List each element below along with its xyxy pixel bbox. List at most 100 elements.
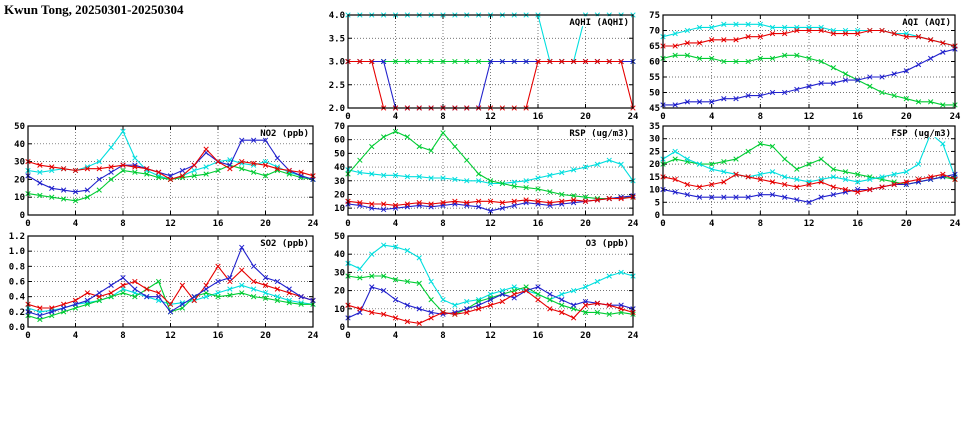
svg-text:20: 20 — [580, 331, 591, 341]
svg-text:50: 50 — [334, 232, 345, 242]
chart-rsp: 0 4 8 12 16 20 24 10 20 30 40 50 60 70 RSP (ug/m3) — [320, 121, 642, 233]
svg-text:0: 0 — [25, 219, 30, 229]
svg-text:12: 12 — [165, 219, 176, 229]
svg-text:50: 50 — [14, 122, 25, 132]
chart-fsp: 0 4 8 12 16 20 24 0 5 10 15 20 25 30 35 FSP (ug/m3) — [635, 121, 964, 233]
svg-text:12: 12 — [165, 331, 176, 341]
svg-text:20: 20 — [649, 160, 660, 170]
svg-text:55: 55 — [649, 73, 660, 83]
svg-text:16: 16 — [533, 219, 544, 229]
svg-text:0.2: 0.2 — [9, 308, 25, 318]
chart-so2: 0 4 8 12 16 20 24 0.0 0.2 0.4 0.6 0.8 1.0 1.2 SO2 (ppb… — [0, 231, 322, 345]
svg-text:24: 24 — [950, 112, 961, 122]
svg-text:10: 10 — [649, 186, 660, 196]
svg-text:45: 45 — [649, 104, 660, 114]
svg-text:24: 24 — [628, 219, 639, 229]
svg-text:FSP (ug/m3): FSP (ug/m3) — [891, 129, 951, 139]
svg-text:30: 30 — [334, 268, 345, 278]
svg-text:8: 8 — [758, 219, 763, 229]
svg-text:20: 20 — [14, 175, 25, 185]
svg-text:30: 30 — [334, 177, 345, 187]
svg-text:0: 0 — [25, 331, 30, 341]
svg-text:75: 75 — [649, 11, 660, 21]
svg-text:0: 0 — [345, 112, 350, 122]
svg-text:50: 50 — [649, 89, 660, 99]
svg-text:12: 12 — [804, 219, 815, 229]
svg-text:70: 70 — [334, 122, 345, 132]
svg-text:16: 16 — [213, 219, 224, 229]
svg-text:8: 8 — [120, 331, 125, 341]
svg-text:0.0: 0.0 — [9, 323, 25, 333]
svg-text:24: 24 — [950, 219, 961, 229]
svg-text:16: 16 — [852, 112, 863, 122]
svg-text:4.0: 4.0 — [329, 11, 345, 21]
svg-text:24: 24 — [308, 331, 319, 341]
svg-text:0.8: 0.8 — [9, 262, 25, 272]
svg-text:20: 20 — [260, 219, 271, 229]
svg-text:4: 4 — [393, 219, 399, 229]
svg-text:0: 0 — [20, 211, 25, 221]
svg-text:4: 4 — [73, 331, 79, 341]
svg-text:5: 5 — [655, 198, 660, 208]
svg-text:40: 40 — [14, 140, 25, 150]
svg-text:AQHI (AQHI): AQHI (AQHI) — [569, 18, 629, 28]
svg-text:3.0: 3.0 — [329, 58, 345, 68]
svg-text:2.0: 2.0 — [329, 104, 345, 114]
svg-text:20: 20 — [580, 219, 591, 229]
chart-aqi: 0 4 8 12 16 20 24 45 50 55 60 65 70 75 AQI (AQI) — [635, 10, 964, 126]
svg-text:60: 60 — [334, 136, 345, 146]
svg-text:16: 16 — [533, 331, 544, 341]
svg-text:0: 0 — [340, 323, 345, 333]
svg-text:8: 8 — [440, 219, 445, 229]
svg-text:20: 20 — [901, 219, 912, 229]
svg-text:0: 0 — [660, 112, 665, 122]
svg-text:70: 70 — [649, 27, 660, 37]
svg-text:O3 (ppb): O3 (ppb) — [586, 239, 629, 249]
svg-text:20: 20 — [580, 112, 591, 122]
svg-text:SO2 (ppb): SO2 (ppb) — [260, 239, 309, 249]
svg-text:0: 0 — [660, 219, 665, 229]
svg-text:12: 12 — [485, 219, 496, 229]
svg-text:0: 0 — [345, 331, 350, 341]
svg-text:8: 8 — [440, 331, 445, 341]
svg-text:60: 60 — [649, 58, 660, 68]
svg-text:4: 4 — [709, 219, 715, 229]
svg-text:16: 16 — [213, 331, 224, 341]
svg-text:RSP (ug/m3): RSP (ug/m3) — [569, 129, 629, 139]
chart-no2: 0 4 8 12 16 20 24 0 10 20 30 40 50 NO2 (ppb) — [0, 121, 322, 233]
svg-text:30: 30 — [14, 158, 25, 168]
svg-text:12: 12 — [485, 112, 496, 122]
page-title: Kwun Tong, 20250301-20250304 — [4, 2, 184, 17]
svg-text:50: 50 — [334, 149, 345, 159]
svg-text:20: 20 — [260, 331, 271, 341]
svg-text:12: 12 — [804, 112, 815, 122]
svg-text:30: 30 — [649, 135, 660, 145]
svg-text:4: 4 — [393, 331, 399, 341]
svg-text:10: 10 — [14, 193, 25, 203]
chart-aqhi: 0 4 8 12 16 20 24 2.0 2.5 3.0 3.5 4.0 AQHI (AQHI) — [320, 10, 642, 126]
svg-text:10: 10 — [334, 305, 345, 315]
svg-text:AQI (AQI): AQI (AQI) — [902, 18, 951, 28]
svg-text:0: 0 — [655, 211, 660, 221]
svg-text:25: 25 — [649, 147, 660, 157]
svg-text:0: 0 — [345, 219, 350, 229]
svg-text:65: 65 — [649, 42, 660, 52]
svg-text:10: 10 — [334, 204, 345, 214]
svg-text:1.2: 1.2 — [9, 232, 25, 242]
svg-text:3.5: 3.5 — [329, 34, 345, 44]
svg-text:20: 20 — [334, 287, 345, 297]
svg-text:8: 8 — [440, 112, 445, 122]
svg-text:20: 20 — [901, 112, 912, 122]
chart-o3: 0 4 8 12 16 20 24 0 10 20 30 40 50 O3 (ppb) — [320, 231, 642, 345]
svg-text:0.4: 0.4 — [9, 293, 26, 303]
svg-text:16: 16 — [852, 219, 863, 229]
svg-text:4: 4 — [73, 219, 79, 229]
svg-text:8: 8 — [758, 112, 763, 122]
svg-text:24: 24 — [308, 219, 319, 229]
svg-text:0.6: 0.6 — [9, 278, 25, 288]
svg-text:24: 24 — [628, 112, 639, 122]
svg-text:40: 40 — [334, 250, 345, 260]
svg-text:12: 12 — [485, 331, 496, 341]
svg-text:40: 40 — [334, 163, 345, 173]
svg-text:16: 16 — [533, 112, 544, 122]
